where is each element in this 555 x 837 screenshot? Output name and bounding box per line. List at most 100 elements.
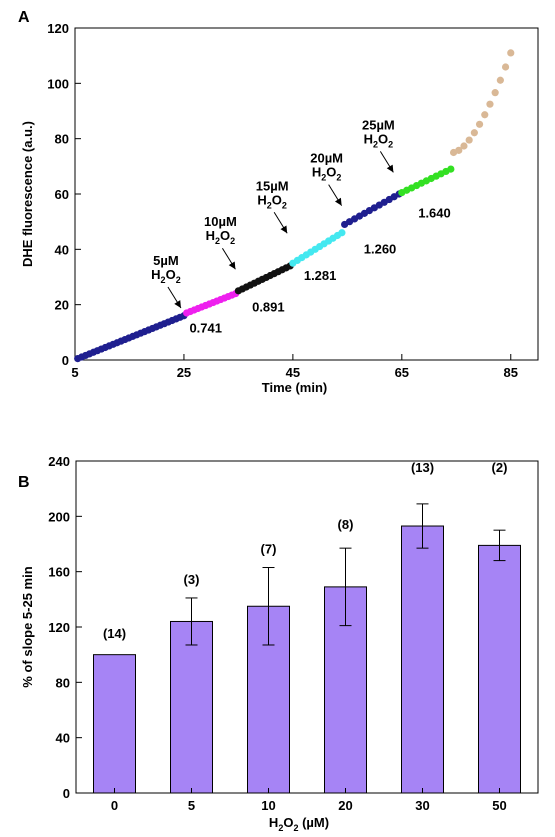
y-tick-label-a: 100 — [47, 76, 69, 91]
slope-label: 0.741 — [189, 320, 222, 335]
data-point — [455, 146, 463, 154]
xlabel-unit: (µM) — [298, 815, 329, 830]
annotation-sub: 2 — [161, 275, 166, 285]
plot-frame-a — [74, 27, 539, 361]
y-tick-label-a: 120 — [47, 21, 69, 36]
annotation-sub: 2 — [336, 173, 341, 183]
annotation-species: H2O2 — [257, 192, 287, 210]
annotation-o: O — [272, 192, 282, 207]
chart-a: 5 25 45 65 85 0 20 40 60 80 100 120 Time (min) DHE fl… — [20, 21, 539, 395]
x-tick-label-a: 5 — [71, 365, 78, 380]
xlabel-h: H — [269, 815, 278, 830]
x-tick-label-a: 85 — [504, 365, 518, 380]
y-tick-label-b: 120 — [48, 620, 70, 635]
annotation-o: O — [326, 165, 336, 180]
xlabel-sub: 2 — [278, 823, 283, 833]
x-axis-label-b: H2O2 (µM) — [269, 815, 329, 833]
count-label: (2) — [492, 460, 508, 475]
xlabel-o: O — [283, 815, 293, 830]
bar — [93, 654, 136, 794]
annotation-sub: 2 — [267, 200, 272, 210]
panel-letter-b: B — [18, 474, 30, 491]
arrow-head — [280, 225, 288, 234]
annotation-sub: 2 — [215, 236, 220, 246]
count-label: (13) — [411, 460, 434, 475]
plot-frame-b — [75, 460, 539, 794]
annotation-o: O — [166, 267, 176, 282]
x-tick-label-a: 45 — [286, 365, 300, 380]
annotation-species: H2O2 — [312, 165, 342, 183]
arrow-head — [334, 197, 342, 206]
annotation-species: H2O2 — [206, 228, 236, 246]
bar — [170, 620, 213, 794]
annotation-h: H — [151, 267, 160, 282]
count-label: (3) — [184, 572, 200, 587]
data-point — [496, 76, 504, 84]
x-tick-label-b: 30 — [415, 798, 429, 813]
data-point — [486, 100, 494, 108]
y-tick-label-a: 40 — [55, 242, 69, 257]
annotation-h: H — [206, 228, 215, 243]
y-tick-label-b: 200 — [48, 509, 70, 524]
count-label: (7) — [261, 542, 277, 557]
annotation-conc: 5µM — [153, 253, 179, 268]
y-tick-label-b: 240 — [48, 454, 70, 469]
slope-label: 1.640 — [418, 206, 451, 221]
data-point — [491, 89, 499, 97]
bar — [478, 544, 521, 794]
data-point — [460, 142, 468, 150]
x-tick-label-a: 25 — [177, 365, 191, 380]
annotation-conc: 20µM — [310, 151, 343, 166]
y-tick-label-a: 60 — [55, 187, 69, 202]
x-axis-label-a: Time (min) — [262, 380, 328, 395]
annotation-sub: 2 — [282, 200, 287, 210]
annotation-h: H — [364, 131, 373, 146]
y-axis-label-b: % of slope 5-25 min — [20, 566, 35, 687]
y-tick-label-b: 40 — [56, 731, 70, 746]
annotation-species: H2O2 — [151, 267, 181, 285]
y-tick-label-b: 80 — [56, 675, 70, 690]
data-point — [447, 165, 455, 173]
annotation-species: H2O2 — [364, 131, 394, 149]
arrow-head — [228, 261, 236, 270]
annotation-conc: 10µM — [204, 214, 237, 229]
y-tick-label-a: 80 — [55, 132, 69, 147]
data-point — [501, 63, 510, 71]
y-tick-label-a: 0 — [62, 353, 69, 368]
data-point — [470, 129, 478, 137]
annotation-sub: 2 — [388, 139, 393, 149]
bar — [401, 525, 444, 794]
annotation-sub: 2 — [230, 236, 235, 246]
annotation-o: O — [220, 228, 230, 243]
chart-b: 0 40 80 120 160 200 240 (14) 0 (3) 5 (7) 10 (8) 20 (13)… — [20, 454, 539, 833]
y-axis-label-a: DHE fluorescence (a.u.) — [20, 121, 35, 267]
annotation-h: H — [257, 192, 266, 207]
annotation-sub: 2 — [373, 139, 378, 149]
x-tick-label-b: 10 — [261, 798, 275, 813]
panel-letter-a: A — [18, 9, 30, 26]
annotation-conc: 15µM — [256, 178, 289, 193]
slope-label: 0.891 — [252, 300, 285, 315]
x-tick-label-b: 50 — [492, 798, 506, 813]
xlabel-sub: 2 — [293, 823, 298, 833]
slope-label: 1.281 — [304, 268, 337, 283]
data-point — [465, 136, 473, 144]
x-tick-label-a: 65 — [395, 365, 409, 380]
data-point — [507, 49, 515, 57]
x-tick-label-b: 5 — [188, 798, 195, 813]
count-label: (14) — [103, 626, 126, 641]
annotation-conc: 25µM — [362, 117, 395, 132]
arrow-head — [386, 164, 394, 173]
annotation-o: O — [378, 131, 388, 146]
data-point — [481, 111, 489, 119]
count-label: (8) — [338, 517, 354, 532]
annotation-h: H — [312, 165, 321, 180]
annotation-sub: 2 — [321, 173, 326, 183]
data-point — [475, 120, 484, 128]
x-tick-label-b: 0 — [111, 798, 118, 813]
x-tick-label-b: 20 — [338, 798, 352, 813]
data-point — [338, 229, 346, 237]
y-tick-label-b: 160 — [48, 565, 70, 580]
y-tick-label-a: 20 — [55, 298, 69, 313]
